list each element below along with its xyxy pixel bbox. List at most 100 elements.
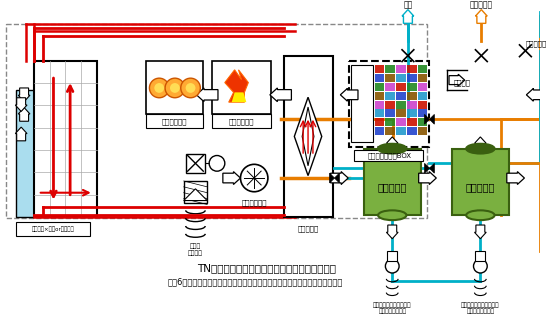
Bar [186, 154, 205, 173]
Bar [386, 65, 395, 73]
Bar [364, 149, 421, 215]
Bar [396, 74, 406, 82]
Bar [375, 74, 384, 82]
Bar [396, 83, 406, 91]
Bar [375, 92, 384, 100]
Polygon shape [402, 10, 414, 23]
Text: 手動バルブ: 手動バルブ [525, 41, 547, 47]
Bar [407, 101, 417, 108]
Bar [407, 74, 417, 82]
Bar [407, 109, 417, 117]
Circle shape [155, 83, 164, 93]
Polygon shape [329, 173, 334, 183]
Polygon shape [425, 163, 430, 173]
Polygon shape [386, 225, 398, 239]
Bar [387, 252, 397, 261]
Polygon shape [294, 97, 322, 176]
Polygon shape [184, 189, 207, 201]
Bar [407, 65, 417, 73]
Text: 箱庭装置×複数or２〜３台: 箱庭装置×複数or２〜３台 [32, 226, 75, 232]
Bar [284, 56, 333, 217]
Bar [386, 74, 395, 82]
Polygon shape [475, 137, 486, 151]
Bar [146, 60, 204, 114]
Bar [407, 118, 417, 126]
Text: コンポスト: コンポスト [377, 182, 407, 192]
Bar [16, 90, 34, 217]
Bar [417, 109, 427, 117]
Bar [417, 101, 427, 108]
Text: コンポスト用ヒーターと
して排熱を再利用: コンポスト用ヒーターと して排熱を再利用 [461, 302, 499, 315]
Polygon shape [449, 74, 465, 86]
Bar [354, 150, 422, 161]
Bar [375, 109, 384, 117]
Bar [407, 83, 417, 91]
Bar [7, 24, 427, 218]
Bar [212, 60, 271, 114]
Polygon shape [270, 88, 292, 102]
Bar [417, 118, 427, 126]
Polygon shape [196, 88, 218, 102]
Ellipse shape [378, 210, 406, 220]
Bar [475, 252, 485, 261]
Text: 間接給気: 間接給気 [453, 80, 470, 86]
Bar [375, 83, 384, 91]
Text: 排気: 排気 [403, 1, 412, 10]
Polygon shape [15, 127, 27, 141]
Bar [146, 114, 204, 128]
Polygon shape [18, 88, 30, 102]
Polygon shape [331, 172, 348, 184]
Polygon shape [526, 88, 544, 101]
Bar [396, 92, 406, 100]
Bar [375, 65, 384, 73]
Bar [386, 83, 395, 91]
Polygon shape [475, 10, 487, 23]
Polygon shape [430, 163, 434, 173]
Bar [452, 149, 509, 215]
Bar [407, 127, 417, 135]
Bar [212, 114, 271, 128]
Bar [375, 127, 384, 135]
Polygon shape [507, 172, 524, 184]
Circle shape [240, 164, 268, 192]
Polygon shape [334, 173, 339, 183]
Bar [417, 65, 427, 73]
Bar [417, 83, 427, 91]
Text: 安全用
希釈空気: 安全用 希釈空気 [188, 244, 203, 256]
Bar [16, 222, 90, 236]
Polygon shape [430, 114, 434, 124]
Bar [375, 101, 384, 108]
Bar [34, 60, 97, 217]
Bar [351, 65, 373, 142]
Polygon shape [419, 172, 436, 184]
Circle shape [150, 78, 169, 98]
Text: TN式触媒酸化反応脱臭装置　システムフロー図: TN式触媒酸化反応脱臭装置 システムフロー図 [197, 263, 337, 273]
Polygon shape [302, 107, 314, 166]
Text: コンポスト: コンポスト [466, 182, 495, 192]
Text: 灯油バーナー: 灯油バーナー [229, 118, 254, 124]
Polygon shape [386, 137, 398, 151]
Text: 電気ヒーター: 電気ヒーター [162, 118, 188, 124]
Bar [396, 109, 406, 117]
Text: 緊急時排気: 緊急時排気 [470, 1, 493, 10]
Bar [386, 92, 395, 100]
Bar [184, 181, 207, 203]
Polygon shape [18, 108, 30, 121]
Bar [386, 101, 395, 108]
Circle shape [181, 78, 200, 98]
Circle shape [209, 156, 225, 171]
Ellipse shape [466, 210, 494, 220]
Bar [386, 118, 395, 126]
Bar [386, 109, 395, 117]
Text: （第6回　環境・設備デザイン賞　設備器具・システムデザイン部門　入賞）: （第6回 環境・設備デザイン賞 設備器具・システムデザイン部門 入賞） [168, 277, 343, 286]
Circle shape [474, 259, 487, 273]
Bar [386, 127, 395, 135]
Bar [396, 118, 406, 126]
Polygon shape [225, 70, 248, 102]
Ellipse shape [466, 144, 494, 154]
Polygon shape [232, 92, 246, 102]
Polygon shape [340, 88, 358, 101]
Circle shape [386, 259, 399, 273]
Bar [417, 74, 427, 82]
Polygon shape [475, 225, 486, 239]
